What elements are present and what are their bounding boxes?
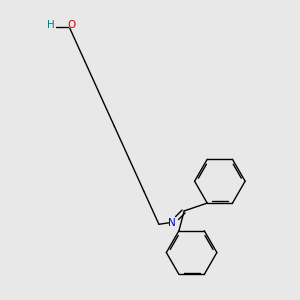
Text: H: H: [46, 20, 54, 30]
Text: N: N: [168, 218, 176, 228]
Text: O: O: [68, 20, 76, 30]
